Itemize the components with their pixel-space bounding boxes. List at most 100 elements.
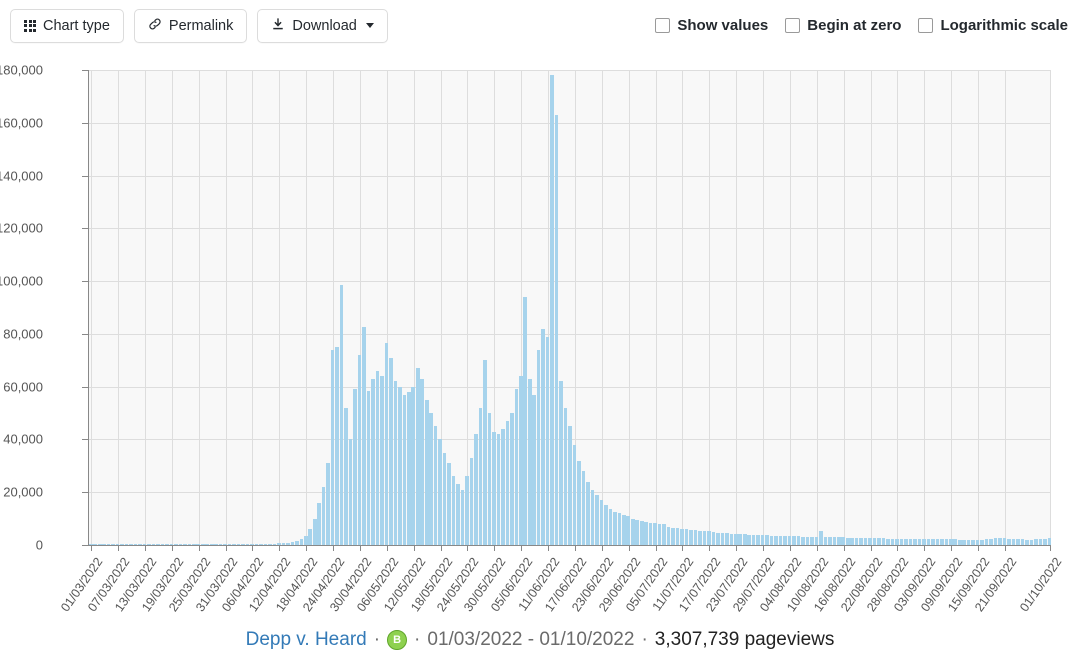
bar[interactable] <box>474 434 478 545</box>
bar[interactable] <box>236 544 241 545</box>
bar[interactable] <box>881 538 886 545</box>
bar[interactable] <box>483 360 487 545</box>
bar[interactable] <box>922 539 926 545</box>
bar[interactable] <box>783 536 787 545</box>
bar[interactable] <box>330 349 335 545</box>
bar[interactable] <box>716 532 720 545</box>
bar[interactable] <box>259 543 263 545</box>
bar[interactable] <box>559 381 563 545</box>
bar[interactable] <box>563 407 568 545</box>
bar[interactable] <box>290 541 295 545</box>
bar[interactable] <box>975 539 980 545</box>
bar[interactable] <box>496 434 501 545</box>
bar[interactable] <box>156 544 160 545</box>
bar[interactable] <box>1043 538 1047 545</box>
bar[interactable] <box>510 413 514 545</box>
bar[interactable] <box>192 544 196 545</box>
bar[interactable] <box>518 376 523 545</box>
bar[interactable] <box>1016 539 1020 545</box>
bar[interactable] <box>568 426 572 545</box>
bar[interactable] <box>908 538 913 545</box>
bar[interactable] <box>805 536 810 545</box>
bar[interactable] <box>89 544 93 545</box>
bar[interactable] <box>124 544 129 545</box>
bar[interactable] <box>886 538 890 545</box>
bar[interactable] <box>344 407 348 545</box>
bar[interactable] <box>613 512 617 545</box>
bar[interactable] <box>371 378 375 545</box>
bar[interactable] <box>742 534 747 545</box>
bar[interactable] <box>984 538 989 545</box>
bar[interactable] <box>447 463 451 545</box>
bar[interactable] <box>1007 538 1011 545</box>
begin-at-zero-checkbox[interactable]: Begin at zero <box>785 17 901 34</box>
bar[interactable] <box>756 534 760 545</box>
bar[interactable] <box>415 368 420 545</box>
bar[interactable] <box>662 524 666 545</box>
bar[interactable] <box>729 533 734 545</box>
bar[interactable] <box>312 518 317 545</box>
bar[interactable] <box>357 355 362 545</box>
bar[interactable] <box>102 544 106 545</box>
bar[interactable] <box>321 486 326 545</box>
bar[interactable] <box>326 463 330 545</box>
bar[interactable] <box>747 534 751 545</box>
bar[interactable] <box>303 535 308 545</box>
bar[interactable] <box>890 538 895 545</box>
bar[interactable] <box>837 537 841 545</box>
bar[interactable] <box>268 543 272 545</box>
bar[interactable] <box>424 399 429 545</box>
bar[interactable] <box>1029 539 1034 545</box>
bar[interactable] <box>429 413 433 545</box>
bar[interactable] <box>1034 539 1038 545</box>
bar[interactable] <box>120 544 124 545</box>
bar[interactable] <box>465 476 469 545</box>
bar[interactable] <box>339 285 344 545</box>
download-button[interactable]: Download <box>257 9 388 43</box>
bar[interactable] <box>962 539 966 545</box>
bar[interactable] <box>841 537 846 545</box>
bar[interactable] <box>971 539 975 545</box>
bar[interactable] <box>187 544 192 545</box>
bar[interactable] <box>671 527 675 545</box>
bar[interactable] <box>626 515 631 545</box>
bar[interactable] <box>129 544 133 545</box>
bar[interactable] <box>214 544 218 545</box>
bar[interactable] <box>147 544 151 545</box>
bar[interactable] <box>492 431 496 545</box>
bar[interactable] <box>218 544 223 545</box>
bar[interactable] <box>639 521 644 545</box>
bar[interactable] <box>174 544 178 545</box>
bar[interactable] <box>389 357 393 545</box>
bar[interactable] <box>487 413 492 545</box>
bar[interactable] <box>527 378 532 545</box>
bar[interactable] <box>317 502 321 545</box>
checkbox-box[interactable] <box>785 18 801 33</box>
bar[interactable] <box>456 484 460 545</box>
bar[interactable] <box>353 389 357 545</box>
bar[interactable] <box>407 391 411 545</box>
bar[interactable] <box>980 539 984 545</box>
bar[interactable] <box>935 539 940 545</box>
bar[interactable] <box>451 476 456 545</box>
bar[interactable] <box>931 539 935 545</box>
bar[interactable] <box>648 522 653 545</box>
bar[interactable] <box>948 539 953 545</box>
bar[interactable] <box>702 531 707 545</box>
bar[interactable] <box>536 349 541 545</box>
bar[interactable] <box>622 514 626 545</box>
bar[interactable] <box>545 336 550 545</box>
show-values-checkbox[interactable]: Show values <box>655 17 768 34</box>
bar[interactable] <box>769 535 774 545</box>
bar[interactable] <box>1011 538 1016 545</box>
bar[interactable] <box>796 536 801 545</box>
bar[interactable] <box>393 381 398 545</box>
bar[interactable] <box>801 536 805 545</box>
bar[interactable] <box>854 537 859 545</box>
bar[interactable] <box>362 327 366 545</box>
bar[interactable] <box>151 544 156 545</box>
bar[interactable] <box>227 544 232 545</box>
bar[interactable] <box>751 534 756 545</box>
bar[interactable] <box>1025 539 1029 545</box>
bar[interactable] <box>142 544 147 545</box>
